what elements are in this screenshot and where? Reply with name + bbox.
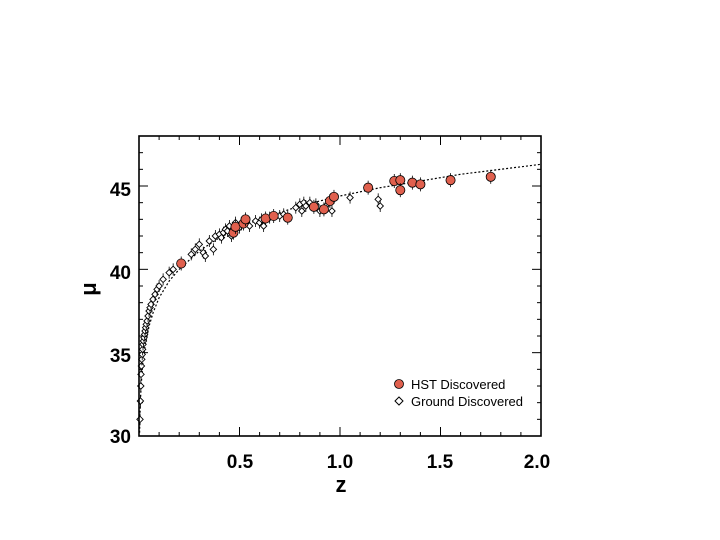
- ground-point: [138, 350, 147, 359]
- hst-point: [268, 210, 279, 221]
- ground-point: [374, 195, 383, 204]
- x-axis-label: z: [336, 472, 347, 497]
- hst-point: [176, 258, 187, 269]
- legend-ground-marker: [394, 396, 404, 406]
- hst-point: [395, 185, 406, 196]
- x-tick-label: 2.0: [524, 452, 550, 473]
- ground-point: [165, 268, 173, 277]
- hst-point: [282, 212, 293, 223]
- ground-point: [191, 245, 200, 254]
- ground-point: [328, 207, 336, 215]
- ground-point: [376, 202, 385, 210]
- x-tick-label: 0.5: [227, 452, 254, 473]
- legend-hst-label: HST Discovered: [411, 377, 505, 392]
- ground-point: [201, 252, 210, 260]
- hst-point: [407, 177, 418, 188]
- y-tick-label: 40: [110, 263, 131, 284]
- ground-point: [346, 193, 354, 202]
- x-tick-labels: 0.5 1.0 1.5 2.0: [227, 452, 550, 473]
- legend-hst-marker: [394, 379, 404, 389]
- y-tick-label: 30: [110, 427, 131, 448]
- x-tick-label: 1.0: [327, 452, 353, 473]
- plot-frame: [138, 135, 542, 437]
- ground-point: [144, 312, 152, 320]
- y-tick-label: 45: [110, 180, 132, 201]
- ground-point: [195, 240, 204, 249]
- hst-point: [240, 214, 251, 225]
- y-axis-label: μ: [76, 282, 101, 295]
- ground-point: [209, 245, 218, 254]
- legend-ground-label: Ground Discovered: [411, 394, 523, 409]
- ground-point: [297, 207, 306, 215]
- hst-point: [318, 204, 329, 215]
- ground-point: [155, 282, 163, 290]
- hst-point: [328, 191, 339, 202]
- ground-point: [187, 250, 196, 259]
- hst-point: [308, 201, 319, 212]
- hst-point: [363, 182, 374, 193]
- x-tick-label: 1.5: [427, 452, 454, 473]
- hst-point: [445, 175, 456, 186]
- ground-point: [291, 203, 300, 212]
- ground-point: [205, 237, 214, 245]
- ground-point: [138, 345, 147, 354]
- ground-point: [301, 202, 310, 210]
- hst-point: [485, 171, 496, 182]
- legend: HST Discovered Ground Discovered: [394, 377, 523, 409]
- y-tick-label: 35: [110, 346, 132, 367]
- ground-point: [169, 265, 178, 274]
- y-tick-labels: 30 35 40 45: [110, 180, 132, 448]
- hst-discovered-series: [176, 169, 496, 271]
- hst-point: [415, 179, 426, 190]
- ground-point: [159, 275, 167, 284]
- ground-point: [143, 317, 151, 325]
